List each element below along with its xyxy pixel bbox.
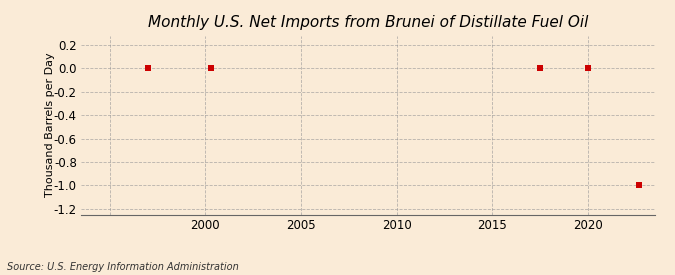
Point <box>634 183 645 188</box>
Point <box>583 66 593 71</box>
Text: Source: U.S. Energy Information Administration: Source: U.S. Energy Information Administ… <box>7 262 238 272</box>
Point <box>142 66 153 71</box>
Point <box>535 66 545 71</box>
Point <box>206 66 217 71</box>
Title: Monthly U.S. Net Imports from Brunei of Distillate Fuel Oil: Monthly U.S. Net Imports from Brunei of … <box>148 15 588 31</box>
Y-axis label: Thousand Barrels per Day: Thousand Barrels per Day <box>45 53 55 197</box>
